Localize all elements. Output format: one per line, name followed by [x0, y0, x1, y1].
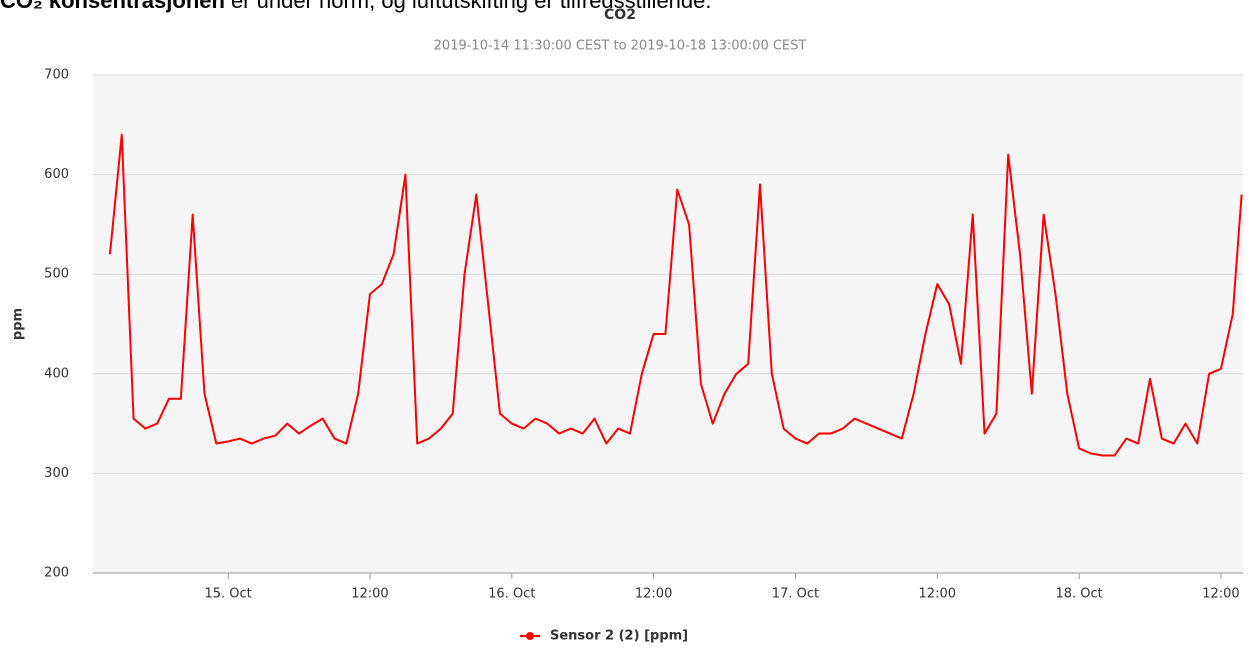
legend-marker [526, 632, 534, 640]
x-tick-label: 17. Oct [772, 587, 819, 602]
chart-subtitle: 2019-10-14 11:30:00 CEST to 2019-10-18 1… [434, 39, 807, 54]
caption-bold: CO₂ konsentrasjonen [0, 0, 225, 13]
x-tick-label: 15. Oct [204, 587, 251, 602]
y-tick-label: 500 [44, 267, 69, 282]
x-tick-label: 12:00 [635, 587, 672, 602]
y-tick-label: 200 [44, 566, 69, 581]
plot-background [93, 75, 1243, 573]
data-line [108, 133, 1243, 457]
caption-rest: er under norm, og luftutskifting er tilf… [230, 0, 712, 13]
x-tick-label: 18. Oct [1055, 587, 1102, 602]
y-tick-label: 700 [44, 68, 69, 83]
x-tick-label: 12:00 [1202, 587, 1239, 602]
y-tick-label: 600 [44, 167, 69, 182]
caption: CO₂ konsentrasjonen er under norm, og luf… [0, 0, 712, 14]
y-axis-label: ppm [11, 308, 26, 340]
y-tick-label: 400 [44, 366, 69, 381]
y-tick-label: 300 [44, 466, 69, 481]
legend-label: Sensor 2 (2) [ppm] [550, 629, 688, 644]
x-tick-label: 12:00 [919, 587, 956, 602]
chart-title: CO2 [604, 7, 636, 23]
x-tick-label: 16. Oct [488, 587, 535, 602]
x-tick-label: 12:00 [351, 587, 388, 602]
